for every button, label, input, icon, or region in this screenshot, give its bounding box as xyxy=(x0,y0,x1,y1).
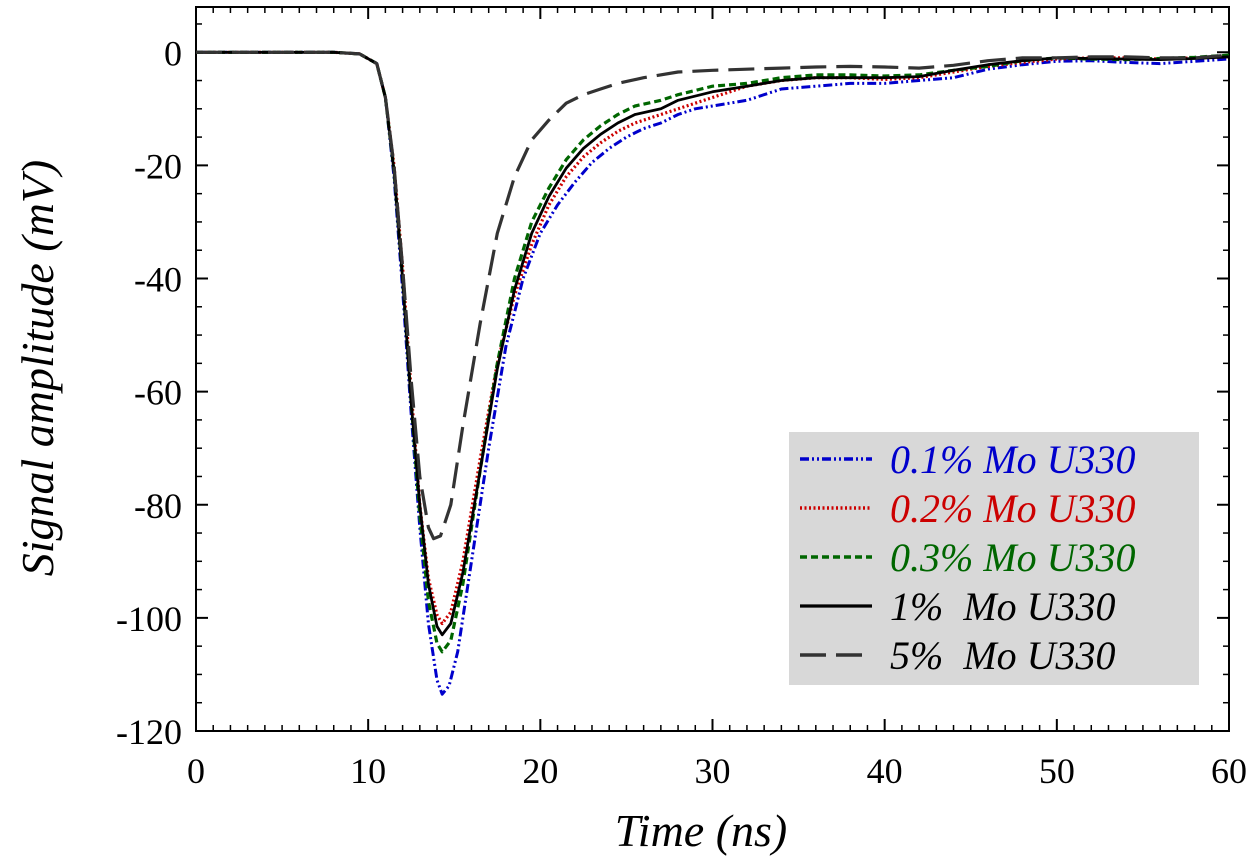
minor-ticks xyxy=(196,7,1229,731)
x-tick-labels: 0 10 20 30 40 50 60 xyxy=(187,751,1247,791)
y-tick-label: -120 xyxy=(116,712,182,752)
y-axis-title: Signal amplitude (mV) xyxy=(12,160,63,577)
x-tick-label: 60 xyxy=(1211,751,1247,791)
y-tick-label: -80 xyxy=(134,486,182,526)
y-tick-labels: 0 -20 -40 -60 -80 -100 -120 xyxy=(116,33,182,752)
legend-label-5: 5% Mo U330 xyxy=(890,633,1116,678)
legend-label-2: 0.2% Mo U330 xyxy=(890,486,1136,531)
x-tick-label: 30 xyxy=(695,751,731,791)
legend-label-1: 0.1% Mo U330 xyxy=(890,437,1136,482)
series-line-5 xyxy=(196,50,1230,541)
legend-label-3: 0.3% Mo U330 xyxy=(890,535,1136,580)
series-line-3 xyxy=(196,50,1230,654)
x-tick-label: 10 xyxy=(350,751,386,791)
x-tick-label: 0 xyxy=(187,751,205,791)
y-tick-label: 0 xyxy=(164,33,182,73)
x-axis-title: Time (ns) xyxy=(615,805,788,856)
y-tick-label: -60 xyxy=(134,373,182,413)
y-tick-label: -40 xyxy=(134,260,182,300)
y-tick-label: -100 xyxy=(116,599,182,639)
y-tick-label: -20 xyxy=(134,146,182,186)
x-tick-label: 50 xyxy=(1039,751,1075,791)
series-lines xyxy=(196,50,1230,696)
x-tick-label: 40 xyxy=(867,751,903,791)
x-tick-label: 20 xyxy=(522,751,558,791)
legend-label-4: 1% Mo U330 xyxy=(890,584,1116,629)
